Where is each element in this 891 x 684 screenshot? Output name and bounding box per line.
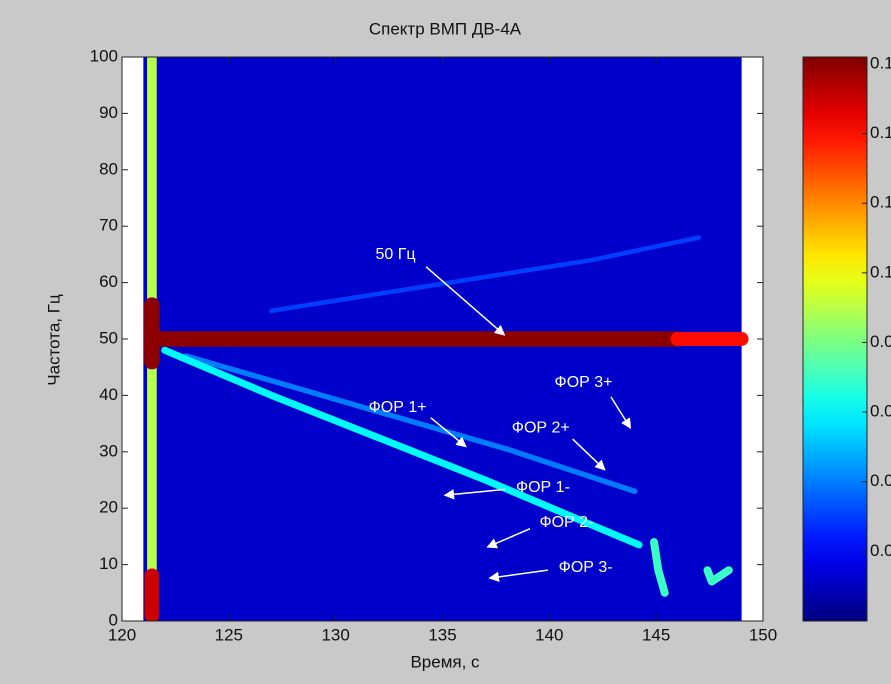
annotation-text: ФОР 2- [539,514,593,531]
annotation-arrow [430,417,467,448]
annotation-arrow [610,396,632,430]
annotation-arrow [572,438,606,471]
spectral-trace [161,346,643,549]
chart-title: Спектр ВМП ДВ-4А [369,19,522,38]
x-tick-label: 120 [108,625,136,644]
colorbar-tick-label: 0.04 [870,471,891,490]
spectral-trace [269,235,702,314]
annotation-text: ФОР 1- [516,479,570,496]
annotation-text: ФОР 3+ [555,374,613,391]
y-tick-label: 50 [99,328,118,347]
x-tick-label: 145 [642,625,670,644]
y-tick-label: 0 [109,610,118,629]
x-axis-label: Время, с [410,652,480,671]
x-tick-label: 130 [321,625,349,644]
spectral-trace [703,566,733,586]
y-axis-label: Частота, Гц [44,294,63,386]
annotation-text: ФОР 3- [559,559,613,576]
colorbar-tick-label: 0.12 [870,193,891,212]
y-tick-label: 40 [99,385,118,404]
colorbar-tick-label: 0.16 [870,53,891,72]
x-tick-label: 140 [535,625,563,644]
y-tick-label: 10 [99,554,118,573]
annotation-arrow [425,266,506,336]
y-tick-label: 60 [99,272,118,291]
colorbar-tick-label: 0.14 [870,123,891,142]
x-tick-label: 150 [749,625,777,644]
annotation-text: ФОР 2+ [512,419,570,436]
annotation-arrow [488,569,548,583]
y-tick-label: 90 [99,103,118,122]
colorbar-tick-label: 0.02 [870,541,891,560]
y-tick-label: 100 [90,46,118,65]
spectrogram: 50 Гц ФОР 3+ ФОР 1+ ФОР 2+ ФОР 1- ФОР 2- ФОР 3… [143,57,749,621]
axes: 120 125 130 135 140 145 150 0 10 20 30 40 50 60 70 80 90… [90,46,891,644]
y-tick-label: 80 [99,159,118,178]
annotation-text: ФОР 1+ [369,399,427,416]
annotation-arrow [443,488,506,500]
spectral-trace [183,353,638,494]
x-tick-label: 125 [215,625,243,644]
colorbar-tick-label: 0.08 [870,332,891,351]
y-tick-label: 70 [99,216,118,235]
colorbar [802,56,868,622]
x-tick-label: 135 [428,625,456,644]
annotation-text: 50 Гц [375,246,415,263]
spectral-trace [650,538,669,597]
y-tick-label: 20 [99,498,118,517]
colorbar-tick-label: 0.1 [870,262,891,281]
colorbar-tick-label: 0.06 [870,402,891,421]
annotation-arrow [486,528,531,549]
y-tick-label: 30 [99,441,118,460]
